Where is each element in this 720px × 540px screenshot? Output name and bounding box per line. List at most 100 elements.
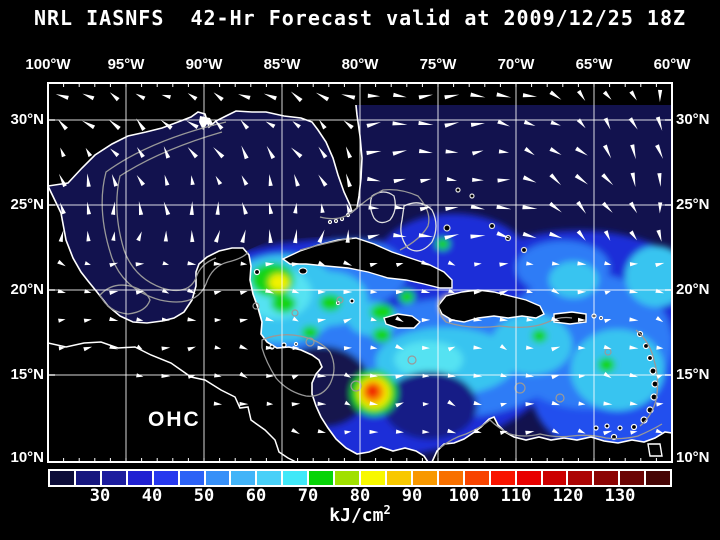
island [349,298,355,304]
ohc-contour [305,337,315,347]
island [293,341,299,347]
colorbar-tick-label: 120 [552,486,584,506]
ohc-contour [261,334,335,397]
colorbar-tick-label: 70 [297,486,319,506]
colorbar-tick-label: 90 [401,486,423,506]
colorbar-cell [386,471,411,485]
ohc-contour [291,309,299,317]
lon-tick-label: 85°W [263,56,301,73]
colorbar-cell [568,471,593,485]
ohc-contour [116,131,223,292]
ohc-contour [514,382,526,394]
lon-tick-label: 100°W [25,56,71,73]
page-title: NRL IASNFS 42-Hr Forecast valid at 2009/… [33,6,687,30]
island [281,342,287,348]
island [630,423,638,431]
island [649,367,657,375]
colorbar-cell [257,471,282,485]
colorbar-cell [542,471,567,485]
colorbar-cell [127,471,152,485]
colorbar-tick-label: 40 [141,486,163,506]
colorbar-units: kJ/cm2 [0,503,720,526]
lat-tick-label-left: 10°N [10,449,44,466]
colorbar [48,469,672,487]
colorbar-cell [438,471,463,485]
island [617,425,623,431]
colorbar-cell [594,471,619,485]
bahamas-cay [443,224,451,232]
ohc-contour [350,380,362,392]
island [593,425,599,431]
colorbar-cell [283,471,308,485]
landmass [431,415,672,462]
colorbar-tick-label: 60 [245,486,267,506]
colorbar-tick-label: 110 [500,486,532,506]
ohc-contour [252,302,260,310]
units-exponent: 2 [383,503,391,517]
ohc-contour [319,188,430,251]
landmass [48,185,429,462]
island [327,219,333,225]
island [647,443,663,457]
colorbar-cell [153,471,178,485]
colorbar-cell [361,471,385,485]
units-base: kJ/cm [329,505,384,526]
pacific-coastline [48,341,297,462]
colorbar-cell [490,471,515,485]
wind-vectors [55,89,665,436]
island [604,423,610,429]
colorbar-cell [516,471,541,485]
lon-tick-label: 80°W [341,56,379,73]
lat-tick-label-right: 20°N [676,281,710,298]
colorbar-tick-label: 30 [89,486,111,506]
colorbar-tick-label: 100 [448,486,480,506]
island [646,354,654,362]
colorbar-cell [412,471,437,485]
colorbar-cell [75,471,100,485]
bahamas-cay [455,187,461,193]
lon-tick-label: 95°W [107,56,145,73]
colorbar-cell [620,471,645,485]
ohc-label: OHC [148,408,201,431]
lon-tick-label: 90°W [185,56,223,73]
map-frame [47,82,673,463]
bahamas-bank [369,191,396,224]
lon-tick-label: 65°W [575,56,613,73]
colorbar-cell [231,471,256,485]
lat-tick-label-right: 10°N [676,449,710,466]
ohc-contour [555,393,565,403]
colorbar-cell [309,471,334,485]
ohc-contour [635,329,659,427]
lon-tick-label: 60°W [653,56,691,73]
ohc-contour [439,419,663,449]
colorbar-cell [464,471,489,485]
lat-tick-label-right: 30°N [676,111,710,128]
bahamas-cay [520,246,528,254]
colorbar-cell [179,471,204,485]
ohc-contour [101,121,249,303]
lat-tick-label-left: 25°N [10,196,44,213]
lat-tick-label-left: 20°N [10,281,44,298]
lat-tick-label-left: 15°N [10,366,44,383]
colorbar-cell [646,471,671,485]
island [253,268,261,276]
island [598,315,604,321]
ohc-contour [336,296,344,304]
colorbar-cell [335,471,360,485]
colorbar-cell [50,471,74,485]
ohc-contour [99,284,151,315]
colorbar-tick-label: 130 [604,486,636,506]
island [333,218,339,224]
lon-tick-label: 75°W [419,56,457,73]
colorbar-tick-label: 50 [193,486,215,506]
lat-tick-label-right: 15°N [676,366,710,383]
colorbar-cell [205,471,230,485]
bahamas-cay [469,193,475,199]
lat-tick-label-left: 30°N [10,111,44,128]
ohc-contour [407,355,417,365]
bahamas-cay [488,222,496,230]
lat-tick-label-right: 25°N [676,196,710,213]
lon-tick-label: 70°W [497,56,535,73]
